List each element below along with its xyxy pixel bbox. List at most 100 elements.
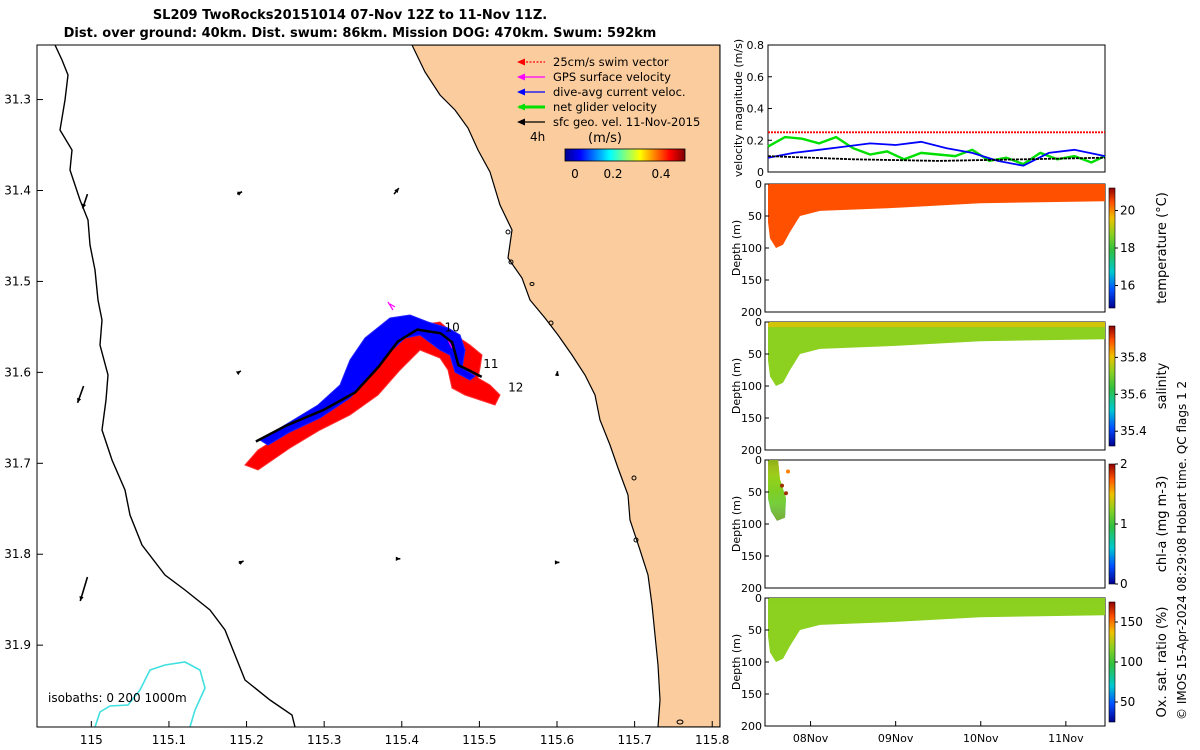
- section-fill: [768, 322, 1105, 386]
- section-colorbar: [1108, 187, 1116, 309]
- islands: [505, 229, 684, 725]
- chart-title: SL209 TwoRocks20151014 07-Nov 12Z to 11-…: [152, 8, 548, 23]
- map-x-tick-label: 115.3: [307, 733, 341, 747]
- section-highlight: [780, 483, 784, 488]
- section-highlight: [786, 469, 790, 474]
- map-y-tick-label: 31.8: [4, 547, 31, 561]
- section-colorbar: [1108, 325, 1116, 447]
- section-salinity_section: 0 50 100 150 200 Depth (m) 35.4 35.6 35.8 salinit…: [730, 316, 1170, 457]
- velocity-series: [767, 131, 1106, 167]
- geo-vector: [554, 560, 560, 565]
- section-colorbar-tick-label: 35.8: [1120, 350, 1147, 364]
- velocity-panel: 0 0.2 0.4 0.6 0.8 velocity magnitude (m/s): [732, 39, 1106, 179]
- day-labels: 10 11 12: [444, 320, 523, 394]
- legend-entry: 25cm/s swim vector: [517, 55, 669, 69]
- section-surface-layer: [768, 598, 1105, 604]
- section-colorbar-tick-label: 100: [1120, 655, 1143, 669]
- chart-subtitle: Dist. over ground: 40km. Dist. swum: 86k…: [63, 26, 657, 41]
- geo-vector: [236, 191, 243, 196]
- section-colorbar-tick-label: 50: [1120, 695, 1135, 709]
- section-surface-layer: [768, 184, 1105, 190]
- section-y-tick-label: 50: [748, 624, 762, 637]
- section-colorbar-tick-label: 35.4: [1120, 424, 1147, 438]
- glider-track: [255, 328, 483, 443]
- section-colorbar-tick-label: 2: [1120, 457, 1128, 471]
- velocity-y-tick-label: 0.8: [747, 39, 765, 52]
- section-y-tick-label: 0: [755, 454, 762, 467]
- isobath-label: isobaths: 0 200 1000m: [48, 691, 187, 705]
- speed-colorbar: [564, 148, 686, 162]
- legend-entry: GPS surface velocity: [517, 70, 671, 84]
- section-y-tick-label: 100: [741, 380, 762, 393]
- geo-vector: [554, 371, 560, 377]
- section-colorbar-tick-label: 0: [1120, 577, 1128, 591]
- map-frame: [36, 44, 721, 728]
- geo-vector: [395, 556, 401, 561]
- legend-entry: sfc geo. vel. 11-Nov-2015: [517, 115, 700, 129]
- map-y-tick-label: 31.6: [4, 365, 31, 379]
- map-x-tick-label: 115.5: [462, 733, 496, 747]
- legend-label: net glider velocity: [553, 100, 657, 114]
- velocity-ylabel: velocity magnitude (m/s): [732, 39, 745, 177]
- velocity-series-line: [767, 140, 1106, 167]
- geo-vector: [81, 193, 89, 209]
- velocity-y-ticks: 0 0.2 0.4 0.6 0.8: [747, 39, 772, 179]
- section-y-tick-label: 150: [741, 274, 762, 287]
- map-y-tick-label: 31.3: [4, 93, 31, 107]
- day-label: 12: [508, 380, 523, 394]
- gps-velocity-vectors: [387, 301, 453, 349]
- section-colorbar-label: temperature (°C): [1155, 192, 1170, 304]
- velocity-axes: [767, 44, 1106, 173]
- map-x-tick-label: 115: [80, 733, 103, 747]
- speed-colorbar-ticks: 0 0.2 0.4: [571, 167, 670, 181]
- section-y-tick-label: 150: [741, 550, 762, 563]
- time-tick-label: 10Nov: [963, 732, 999, 745]
- geo-vector: [235, 370, 242, 376]
- legend-label: GPS surface velocity: [553, 70, 671, 84]
- map-x-tick-label: 115.7: [617, 733, 651, 747]
- day-label: 11: [483, 357, 498, 371]
- section-y-tick-label: 100: [741, 518, 762, 531]
- map-y-tick-label: 31.4: [4, 183, 31, 197]
- time-tick-label: 09Nov: [878, 732, 914, 745]
- section-colorbar-label: Ox. sat. ratio (%): [1155, 607, 1170, 718]
- section-y-tick-label: 100: [741, 242, 762, 255]
- velocity-y-tick-label: 0: [757, 166, 764, 179]
- section-y-tick-label: 50: [748, 348, 762, 361]
- section-colorbar-tick-label: 20: [1120, 204, 1135, 218]
- speed-colorbar-tick-label: 0.4: [651, 167, 670, 181]
- section-y-tick-label: 200: [741, 444, 762, 457]
- credit-text: © IMOS 15-Apr-2024 08:29:08 Hobart time.…: [1175, 380, 1189, 720]
- section-oxygen_section: 0 50 100 150 200 Depth (m) 50 100 150 Ox. sat. ra…: [730, 592, 1170, 733]
- map-x-tick-label: 115.6: [540, 733, 574, 747]
- map-y-tick-label: 31.9: [4, 638, 31, 652]
- time-tick-label: 11Nov: [1048, 732, 1084, 745]
- section-surface-layer: [768, 322, 1105, 328]
- section-temperature_section: 0 50 100 150 200 Depth (m) 16 18 20 temperature (…: [730, 178, 1170, 319]
- section-ylabel: Depth (m): [730, 220, 743, 276]
- time-axis: 08Nov 09Nov 10Nov 11Nov: [793, 721, 1084, 745]
- section-y-tick-label: 100: [741, 656, 762, 669]
- section-y-tick-label: 0: [755, 178, 762, 191]
- track-map: 115 115.1 115.2 115.3 115.4 115.5 115.6 115.7 11…: [4, 44, 729, 747]
- legend-entry: dive-avg current veloc.: [517, 85, 686, 99]
- velocity-y-tick-label: 0.2: [747, 134, 765, 147]
- section-ylabel: Depth (m): [730, 634, 743, 690]
- section-colorbar: [1108, 601, 1116, 723]
- section-y-tick-label: 200: [741, 306, 762, 319]
- section-y-tick-label: 200: [741, 720, 762, 733]
- speed-colorbar-tick-label: 0: [571, 167, 579, 181]
- map-y-tick-label: 31.7: [4, 456, 31, 470]
- section-ylabel: Depth (m): [730, 358, 743, 414]
- section-y-tick-label: 50: [748, 210, 762, 223]
- velocity-y-tick-label: 0.6: [747, 71, 765, 84]
- map-x-tick-label: 115.8: [695, 733, 729, 747]
- section-fill-overlay: [768, 460, 786, 521]
- legend-entry: net glider velocity: [517, 100, 657, 114]
- section-fill: [768, 598, 1105, 662]
- land-area: [411, 45, 720, 727]
- time-tick-label: 08Nov: [793, 732, 829, 745]
- section-colorbar-tick-label: 18: [1120, 241, 1135, 255]
- geo-vector: [393, 187, 400, 195]
